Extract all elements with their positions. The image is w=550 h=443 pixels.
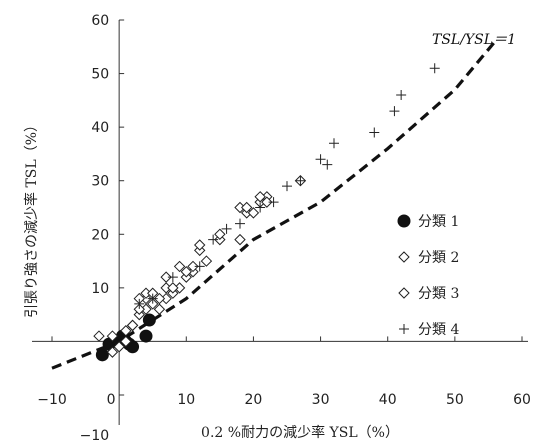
series-2 (106, 175, 307, 348)
x-tick-label: 40 (379, 392, 397, 408)
y-tick-label: 20 (91, 227, 109, 243)
data-point (180, 266, 192, 278)
y-tick-label: 40 (91, 120, 109, 136)
legend-marker (399, 324, 409, 334)
data-point (187, 260, 199, 273)
legend-marker (398, 287, 410, 299)
x-tick-label: 10 (177, 392, 195, 408)
x-tick-label: 0 (107, 392, 116, 408)
data-point (93, 330, 105, 342)
data-point (261, 196, 273, 208)
ticks: −10 0 10 20 30 40 50 60 −10 10 20 30 40 50 60 (37, 13, 531, 443)
data-point (167, 272, 178, 283)
x-tick-label: 20 (245, 392, 263, 408)
series-4 (134, 63, 440, 309)
y-tick-label: 30 (91, 174, 109, 190)
data-point (153, 292, 166, 305)
x-tick-label: 50 (446, 392, 464, 408)
legend-marker (398, 251, 410, 263)
data-point (126, 319, 139, 332)
data-point (120, 325, 132, 337)
data-point (234, 233, 246, 246)
data-point (322, 159, 333, 170)
data-point (255, 202, 266, 213)
data-point (153, 303, 166, 315)
data-point (134, 298, 145, 309)
data-point (147, 293, 158, 304)
data-point (194, 261, 205, 272)
data-point (369, 127, 380, 138)
x-tick-label: 60 (513, 392, 531, 408)
data-point (282, 181, 292, 192)
legend-label: 分類 3 (418, 286, 459, 302)
legend-label: 分類 4 (418, 322, 459, 338)
y-tick-label: 10 (91, 281, 109, 297)
data-point (95, 348, 109, 362)
data-point (200, 255, 213, 267)
data-point (106, 330, 119, 342)
data-point (235, 218, 245, 229)
y-tick-label: 50 (91, 67, 109, 83)
legend-label: 分類 1 (418, 214, 459, 230)
reference-line-group: TSL/YSL＝1 (51, 32, 516, 370)
data-point (254, 191, 266, 203)
legend-marker (397, 214, 411, 228)
data-point (120, 335, 132, 348)
data-point (194, 239, 206, 251)
x-axis-title: 0.2 %耐力の減少率 YSL（%） (201, 424, 399, 441)
data-point (389, 106, 400, 117)
data-point (133, 303, 145, 315)
data-point (208, 234, 219, 245)
data-point (221, 223, 232, 234)
data-point (173, 260, 186, 273)
data-point (147, 298, 159, 310)
data-point (329, 138, 339, 149)
y-tick-label: 60 (91, 13, 109, 29)
data-point (139, 329, 153, 343)
data-points (93, 63, 440, 362)
x-tick-label: −10 (37, 392, 67, 408)
reference-line (51, 40, 497, 370)
data-point (315, 154, 326, 165)
legend: 分類 1 分類 2 分類 3 分類 4 (397, 214, 459, 338)
legend-label: 分類 2 (418, 250, 459, 266)
data-point (295, 175, 306, 186)
data-point (167, 282, 179, 294)
y-axis-title: 引張り強さの減少率 TSL（%） (23, 118, 40, 318)
data-point (241, 201, 253, 214)
series-3 (93, 191, 273, 358)
data-point (247, 207, 260, 219)
data-point (396, 90, 407, 100)
reference-line-label: TSL/YSL＝1 (432, 32, 516, 48)
y-tick-label: −10 (80, 428, 110, 443)
data-point (429, 63, 440, 74)
data-point (160, 271, 172, 283)
data-point (142, 313, 156, 327)
x-tick-label: 30 (312, 392, 330, 408)
data-point (126, 340, 140, 354)
data-point (268, 197, 279, 208)
data-point (113, 341, 125, 353)
data-point (106, 346, 119, 358)
data-point (214, 228, 226, 240)
